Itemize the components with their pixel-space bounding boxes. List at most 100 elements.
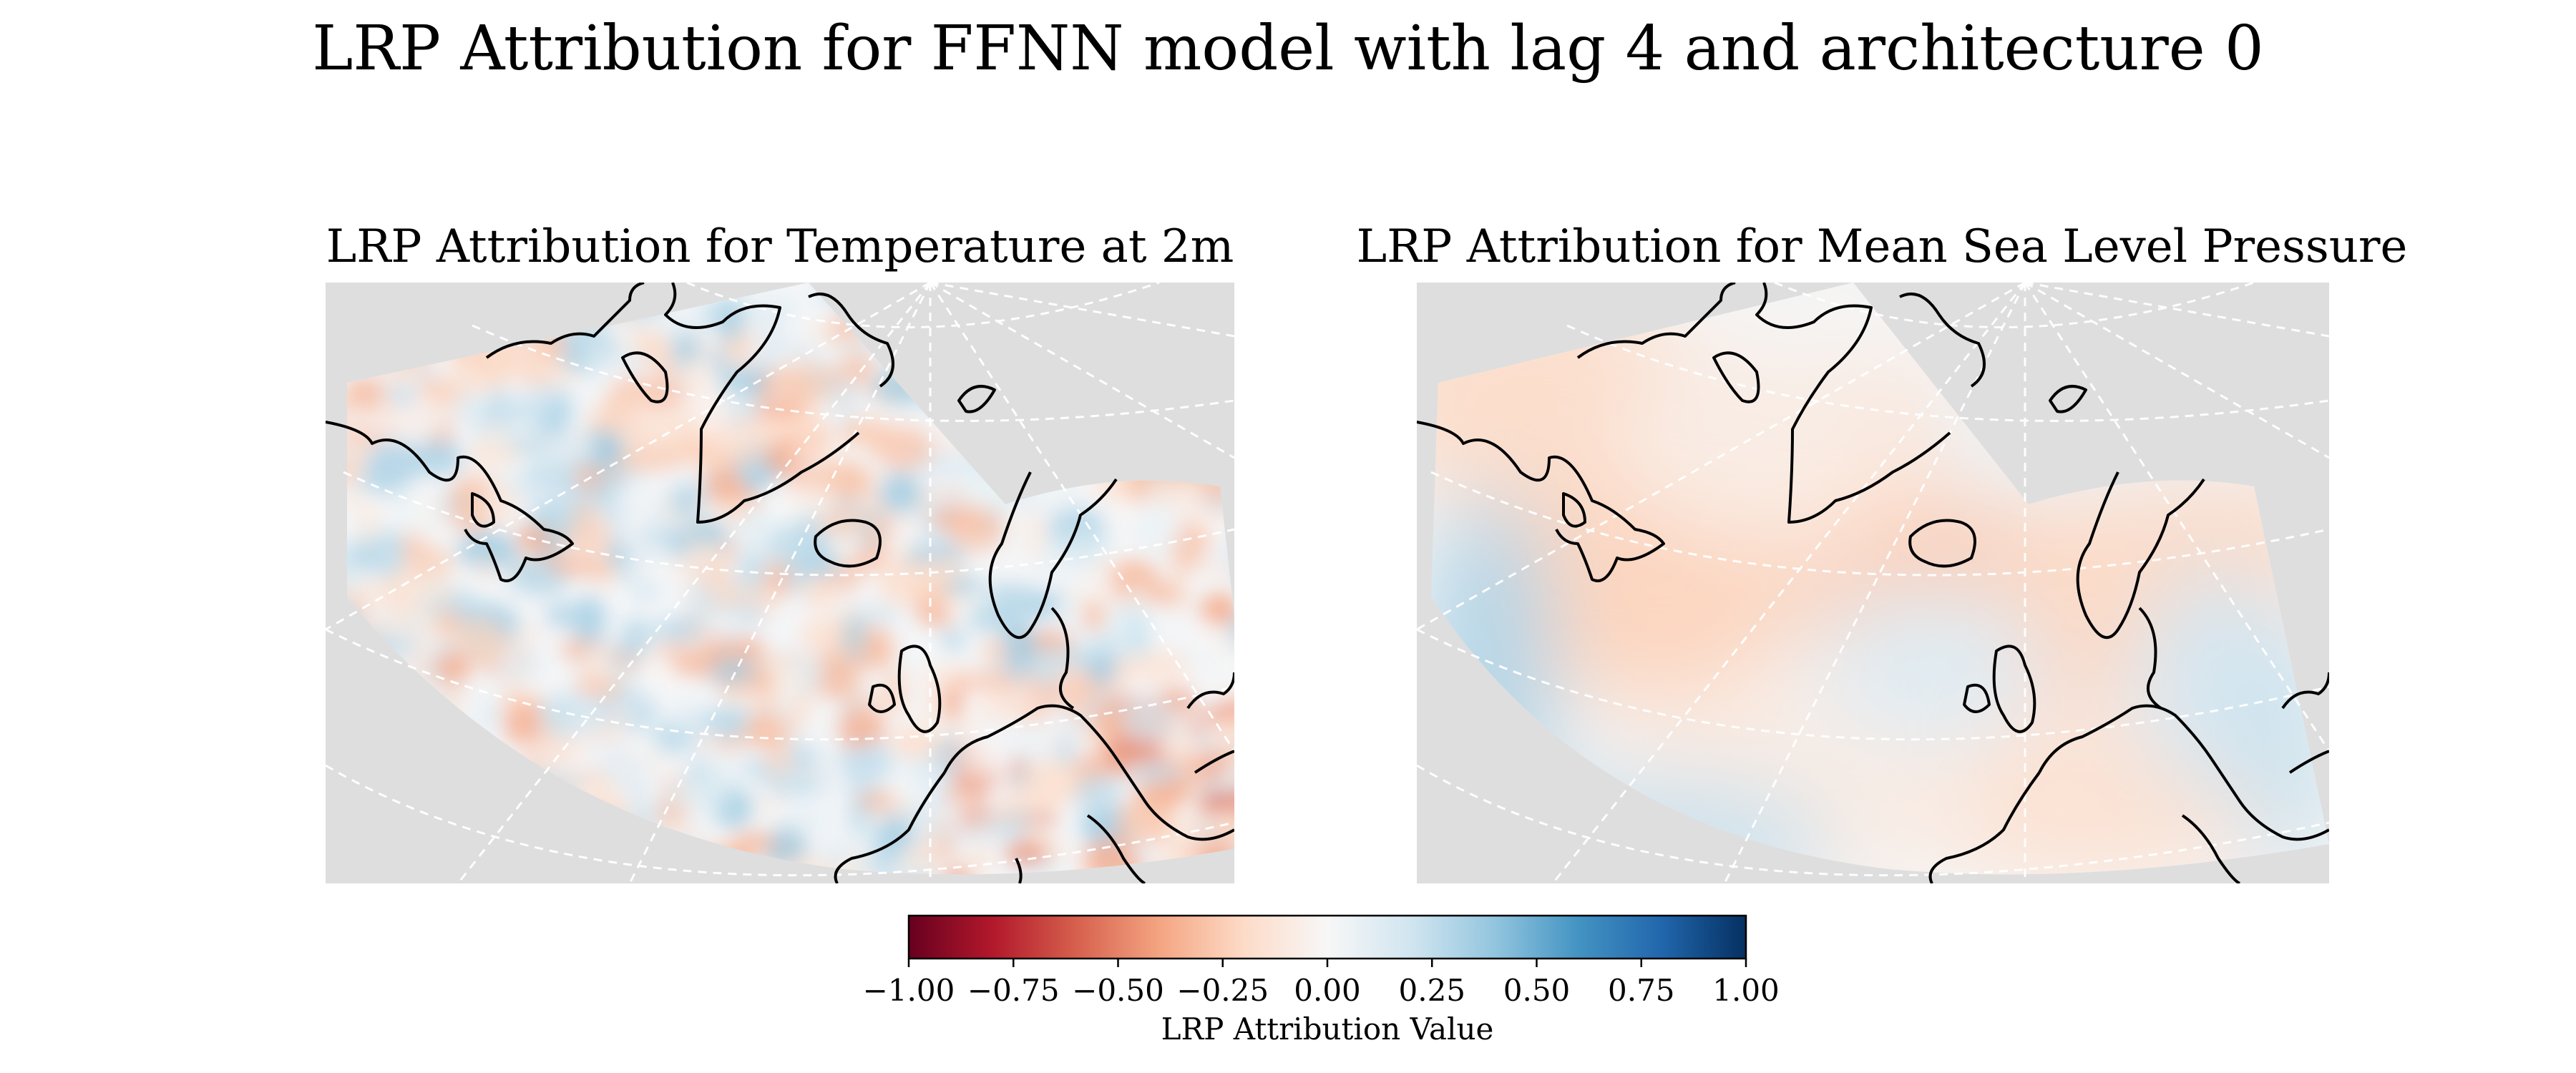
attribution-patch: [1255, 792, 1281, 821]
attribution-patch: [1003, 624, 1036, 674]
attribution-patch: [454, 617, 504, 660]
attribution-patch: [603, 748, 652, 791]
attribution-patch: [706, 446, 764, 465]
attribution-patch: [1240, 757, 1290, 783]
attribution-patch: [548, 557, 613, 577]
attribution-patch: [1090, 706, 1123, 747]
attribution-patch: [1133, 650, 1188, 682]
attribution-patch: [1023, 511, 1046, 559]
attribution-patch: [1228, 608, 1234, 654]
colorbar-label: LRP Attribution Value: [1161, 1011, 1494, 1047]
colorbar-tick-label: 0.00: [1294, 973, 1361, 1008]
attribution-patch: [545, 602, 572, 627]
attribution-patch: [1024, 757, 1078, 808]
colorbar-tick-label: −0.50: [1072, 973, 1164, 1008]
attribution-patch: [376, 602, 440, 645]
attribution-patch: [1000, 553, 1038, 587]
attribution-patch: [529, 735, 588, 773]
attribution-patch: [375, 529, 399, 564]
attribution-patch: [675, 695, 693, 736]
attribution-patch: [856, 792, 894, 809]
attribution-patch: [736, 549, 768, 590]
attribution-patch: [995, 722, 1050, 749]
figure-title: LRP Attribution for FFNN model with lag …: [312, 13, 2264, 84]
attribution-patch: [645, 335, 668, 373]
attribution-patch: [985, 670, 1013, 693]
attribution-patch: [1083, 598, 1105, 633]
attribution-patch: [1130, 763, 1186, 783]
attribution-patch: [1244, 727, 1289, 775]
attribution-patch: [660, 313, 686, 347]
attribution-patch: [1134, 838, 1153, 868]
attribution-patch: [849, 743, 897, 781]
attribution-patch: [479, 700, 499, 733]
attribution-patch: [1209, 592, 1234, 627]
attribution-patch: [693, 708, 750, 732]
attribution-patch: [457, 531, 519, 570]
colorbar-ticks: [907, 959, 1747, 967]
attribution-patch: [962, 851, 993, 871]
attribution-patch: [929, 785, 948, 807]
colorbar-tick-label: 0.75: [1607, 973, 1675, 1008]
colorbar-tick-label: −1.00: [862, 973, 955, 1008]
attribution-patch: [779, 810, 835, 833]
attribution-patch: [754, 307, 781, 353]
attribution-patch: [1249, 741, 1275, 780]
attribution-patch: [620, 617, 651, 660]
attribution-patch: [564, 694, 605, 735]
attribution-patch: [629, 581, 662, 602]
attribution-patch: [1129, 620, 1151, 662]
attribution-patch: [651, 643, 698, 659]
attribution-patch: [1123, 590, 1153, 605]
map-panel-mslp: [1417, 283, 2329, 883]
attribution-patch: [800, 655, 823, 678]
panel-title-t2m: LRP Attribution for Temperature at 2m: [326, 220, 1234, 273]
attribution-patch: [398, 544, 454, 578]
attribution-patch: [1136, 775, 1189, 808]
attribution-patch: [1254, 329, 1279, 356]
attribution-patch: [587, 647, 610, 679]
colorbar-tick-label: −0.75: [967, 973, 1060, 1008]
attribution-patch: [836, 706, 886, 752]
colorbar-tick-label: 1.00: [1712, 973, 1780, 1008]
attribution-patch: [1246, 831, 1294, 861]
attribution-patch: [364, 441, 421, 494]
attribution-patch: [1086, 652, 1116, 687]
attribution-patch: [637, 527, 686, 543]
attribution-patch: [1170, 563, 1188, 613]
panel-title-mslp: LRP Attribution for Mean Sea Level Press…: [1356, 220, 2408, 273]
attribution-patch: [941, 629, 965, 652]
attribution-patch: [1051, 534, 1113, 559]
attribution-patch: [482, 421, 506, 461]
attribution-patch: [1204, 702, 1234, 723]
attribution-patch: [877, 555, 921, 607]
attribution-patch: [516, 525, 552, 549]
attribution-patch: [1166, 484, 1208, 516]
attribution-patch: [670, 655, 725, 677]
attribution-patch: [947, 672, 995, 691]
attribution-patch: [1209, 715, 1234, 743]
attribution-patch: [602, 499, 629, 537]
attribution-patch: [1004, 841, 1048, 865]
colorbar: [907, 914, 1747, 967]
graticule: [1417, 283, 2329, 883]
attribution-patch: [889, 731, 943, 758]
colorbar-tick-label: 0.50: [1503, 973, 1571, 1008]
attribution-patch: [652, 617, 702, 643]
attribution-patch: [753, 795, 782, 818]
graticule: [326, 283, 1234, 883]
attribution-patch: [416, 378, 461, 405]
attribution-patch: [716, 296, 746, 343]
attribution-patch: [347, 552, 359, 599]
attribution-patch: [1237, 370, 1259, 400]
attribution-patch: [588, 336, 606, 386]
attribution-patch: [699, 782, 728, 815]
attribution-patch: [947, 507, 1005, 553]
attribution-patch: [987, 684, 1041, 721]
coastlines: [326, 283, 1234, 883]
attribution-patch: [541, 451, 561, 481]
attribution-patch: [809, 421, 831, 459]
attribution-patch: [1118, 696, 1174, 743]
attribution-patch: [1244, 788, 1267, 830]
attribution-patch: [999, 805, 1018, 823]
